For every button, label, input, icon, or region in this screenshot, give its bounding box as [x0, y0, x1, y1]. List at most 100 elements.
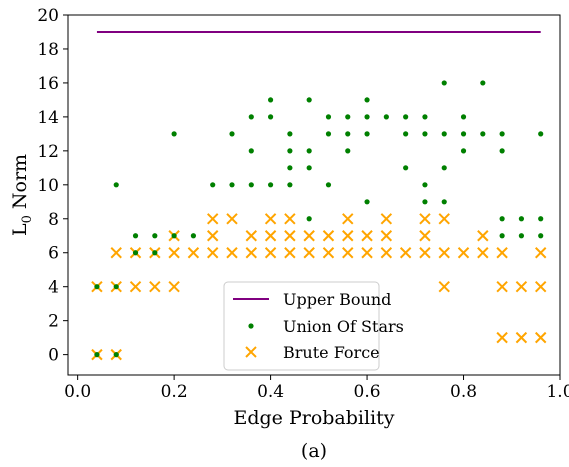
brute-force-point — [438, 213, 450, 225]
union-of-stars-point — [287, 131, 293, 137]
union-of-stars-point — [94, 284, 100, 290]
y-tick-label: 12 — [37, 142, 59, 162]
union-of-stars-point — [518, 216, 525, 222]
union-of-stars-point — [460, 114, 467, 120]
brute-force-point — [534, 280, 547, 293]
plot-area — [91, 30, 547, 361]
union-of-stars-point — [113, 182, 119, 188]
legend-label-upper-bound: Upper Bound — [283, 290, 391, 309]
brute-force-point — [342, 247, 354, 259]
union-of-stars-point — [422, 199, 428, 205]
union-of-stars-point — [171, 233, 177, 239]
legend-label-brute-force: Brute Force — [283, 343, 380, 362]
union-of-stars-point — [499, 216, 505, 222]
union-of-stars-point — [267, 114, 274, 120]
union-of-stars-point — [480, 80, 486, 86]
brute-force-point — [264, 213, 277, 225]
brute-force-point — [399, 247, 412, 259]
union-of-stars-point — [518, 233, 525, 239]
union-of-stars-point — [538, 131, 544, 137]
brute-force-point — [438, 280, 450, 293]
union-of-stars-point — [267, 97, 274, 103]
brute-force-point — [477, 230, 489, 242]
union-of-stars-point — [248, 182, 254, 188]
brute-force-point — [380, 247, 393, 259]
y-tick-label: 20 — [37, 6, 59, 26]
brute-force-point — [284, 247, 296, 259]
union-of-stars-point — [480, 131, 486, 137]
union-of-stars-point — [113, 352, 119, 358]
x-tick-label: 0.4 — [257, 382, 284, 402]
brute-force-point — [457, 247, 470, 259]
brute-force-point — [264, 230, 277, 242]
brute-force-point — [226, 247, 238, 259]
union-of-stars-point — [403, 165, 409, 171]
brute-force-point — [361, 230, 373, 242]
brute-force-point — [515, 280, 528, 293]
brute-force-point — [342, 230, 354, 242]
brute-force-point — [534, 247, 547, 259]
legend-box — [223, 281, 380, 371]
brute-force-point — [322, 247, 335, 259]
brute-force-point — [245, 247, 258, 259]
legend-swatch-brute-force — [245, 346, 257, 358]
union-of-stars-point — [190, 233, 197, 239]
union-of-stars-point — [113, 284, 119, 290]
union-of-stars-point — [364, 97, 370, 103]
union-of-stars-point — [325, 131, 332, 137]
x-tick-label: 0.2 — [161, 382, 188, 402]
brute-force-point — [322, 230, 335, 242]
y-tick-label: 0 — [48, 346, 59, 366]
union-of-stars-point — [538, 233, 544, 239]
brute-force-point — [187, 247, 200, 259]
union-of-stars-point — [287, 148, 293, 154]
brute-force-point — [342, 213, 354, 225]
brute-force-point — [206, 230, 219, 242]
union-of-stars-point — [152, 233, 158, 239]
brute-force-point — [477, 247, 489, 259]
brute-force-point — [419, 213, 431, 225]
union-of-stars-point — [422, 114, 428, 120]
brute-force-point — [534, 331, 547, 344]
union-of-stars-point — [248, 114, 254, 120]
y-axis: 0 2 4 6 8 10 12 14 16 18 20 — [37, 6, 68, 366]
union-of-stars-point — [345, 131, 351, 137]
y-tick-label: 4 — [48, 278, 59, 298]
y-tick-label: 18 — [37, 40, 59, 60]
union-of-stars-point — [229, 131, 235, 137]
union-of-stars-point — [345, 148, 351, 154]
union-of-stars-point — [383, 114, 389, 120]
union-of-stars-point — [306, 148, 312, 154]
union-of-stars-point — [460, 131, 467, 137]
brute-force-point — [206, 213, 219, 225]
y-axis-label-rest: Norm — [9, 154, 31, 215]
y-tick-label: 8 — [48, 210, 59, 230]
union-of-stars-point — [94, 352, 100, 358]
brute-force-point — [419, 247, 431, 259]
brute-force-point — [129, 280, 142, 293]
brute-force-point — [303, 230, 315, 242]
union-of-stars-point — [229, 182, 235, 188]
brute-force-point — [380, 213, 393, 225]
y-axis-label-subscript: 0 — [20, 215, 35, 223]
legend: Upper Bound Union Of Stars Brute Force — [223, 281, 404, 371]
union-of-stars-point — [422, 182, 428, 188]
union-of-stars-point — [248, 148, 254, 154]
union-of-stars-point — [152, 250, 158, 256]
union-of-stars-point — [210, 182, 216, 188]
brute-force-point — [361, 247, 373, 259]
union-of-stars-point — [422, 131, 428, 137]
union-of-stars-point — [441, 165, 447, 171]
brute-force-point — [515, 331, 528, 344]
union-of-stars-point — [403, 114, 409, 120]
brute-force-point — [496, 247, 508, 259]
union-of-stars-point — [306, 216, 312, 222]
brute-force-point — [206, 247, 219, 259]
union-of-stars-point — [499, 131, 505, 137]
y-tick-label: 16 — [37, 74, 59, 94]
union-of-stars-point — [306, 97, 312, 103]
y-axis-label: L0 Norm — [9, 154, 35, 236]
plot-frame — [67, 14, 561, 376]
y-tick-label: 10 — [37, 176, 59, 196]
